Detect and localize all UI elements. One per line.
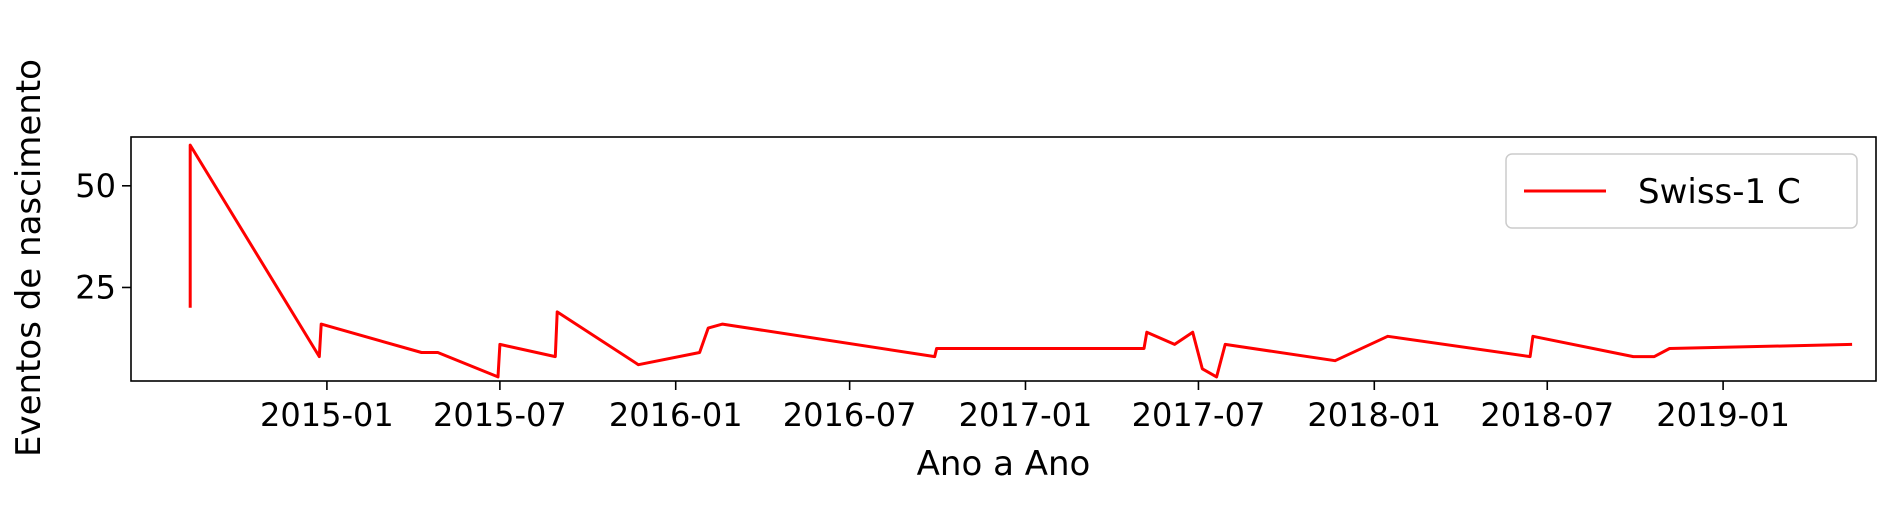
plot-area (188, 143, 1853, 379)
y-tick-label: 50 (75, 167, 116, 205)
legend-label: Swiss-1 C (1638, 172, 1801, 212)
plot-frame (130, 136, 1877, 382)
legend-box (1505, 153, 1858, 229)
x-tick-label: 2016-07 (783, 396, 917, 434)
axis-labels: Ano a Ano Eventos de nascimento (9, 59, 1090, 484)
legend: Swiss-1 C (1505, 153, 1858, 229)
y-axis-title: Eventos de nascimento (9, 59, 49, 457)
x-tick-label: 2015-01 (260, 396, 394, 434)
axes: 2015-01 2015-07 2016-01 2016-07 2017-01 2017-… (75, 136, 1877, 434)
x-tick-label: 2018-07 (1480, 396, 1614, 434)
x-tick-label: 2019-01 (1656, 396, 1790, 434)
x-axis-title: Ano a Ano (917, 444, 1091, 484)
x-tick-label: 2018-01 (1307, 396, 1441, 434)
x-tick-label: 2017-07 (1132, 396, 1266, 434)
x-tick-label: 2015-07 (433, 396, 567, 434)
x-tick-label: 2017-01 (959, 396, 1093, 434)
series-line-0 (188, 143, 1853, 379)
x-tick-label: 2016-01 (609, 396, 743, 434)
y-tick-label: 25 (75, 268, 116, 306)
